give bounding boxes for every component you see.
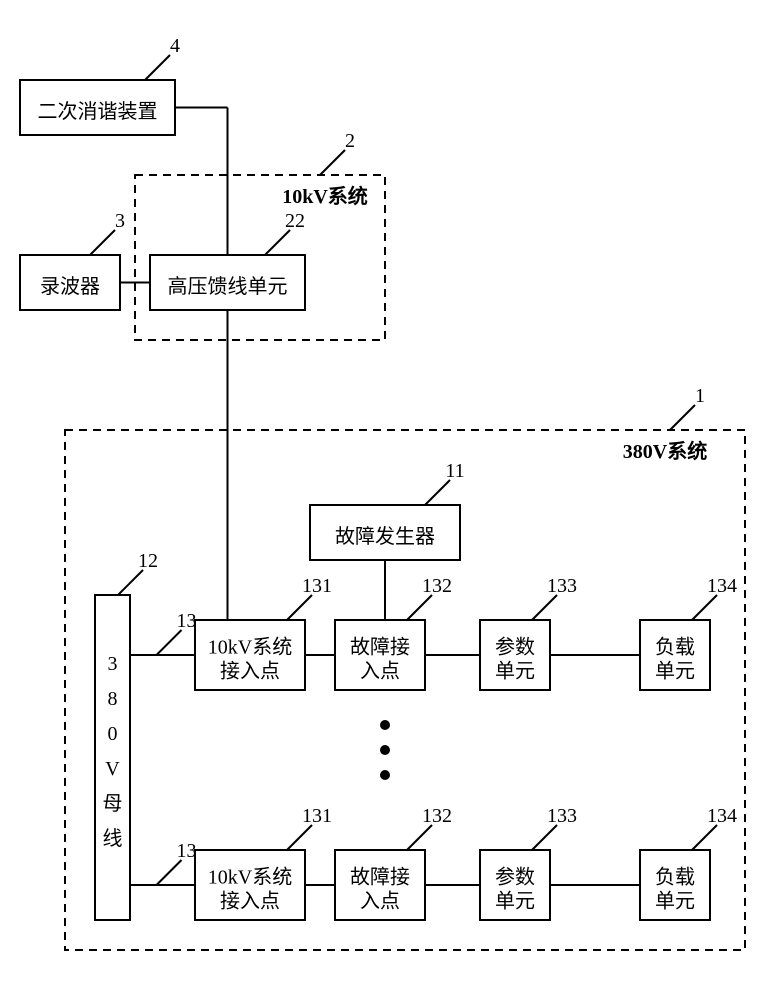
svg-text:3: 3 (115, 210, 125, 232)
svg-text:参数: 参数 (495, 636, 535, 659)
svg-text:12: 12 (138, 550, 158, 572)
svg-text:入点: 入点 (360, 660, 400, 683)
svg-text:1: 1 (695, 385, 705, 407)
svg-text:0: 0 (108, 723, 118, 745)
svg-text:V: V (105, 758, 120, 780)
svg-text:13: 13 (177, 610, 197, 632)
svg-text:132: 132 (422, 575, 452, 597)
svg-text:入点: 入点 (360, 890, 400, 913)
svg-text:3: 3 (108, 653, 118, 675)
svg-text:13: 13 (177, 840, 197, 862)
svg-text:134: 134 (707, 805, 737, 827)
svg-text:10kV系统: 10kV系统 (282, 184, 368, 208)
svg-text:380V系统: 380V系统 (623, 439, 707, 463)
svg-text:11: 11 (445, 460, 464, 482)
svg-text:负载: 负载 (655, 636, 695, 659)
svg-text:录波器: 录波器 (40, 275, 100, 298)
svg-text:母: 母 (103, 793, 123, 815)
svg-text:单元: 单元 (495, 660, 535, 683)
svg-text:10kV系统: 10kV系统 (208, 866, 292, 889)
svg-text:133: 133 (547, 575, 577, 597)
svg-text:负载: 负载 (655, 866, 695, 889)
svg-text:接入点: 接入点 (220, 660, 280, 683)
svg-text:单元: 单元 (655, 890, 695, 913)
svg-text:参数: 参数 (495, 866, 535, 889)
svg-text:高压馈线单元: 高压馈线单元 (168, 275, 288, 298)
svg-text:133: 133 (547, 805, 577, 827)
svg-text:131: 131 (302, 575, 332, 597)
svg-text:8: 8 (108, 688, 118, 710)
svg-text:22: 22 (285, 210, 305, 232)
svg-text:接入点: 接入点 (220, 890, 280, 913)
svg-text:10kV系统: 10kV系统 (208, 636, 292, 659)
svg-text:132: 132 (422, 805, 452, 827)
svg-text:故障接: 故障接 (350, 636, 410, 659)
svg-text:故障发生器: 故障发生器 (335, 525, 435, 548)
svg-text:二次消谐装置: 二次消谐装置 (38, 100, 158, 123)
svg-text:故障接: 故障接 (350, 866, 410, 889)
svg-text:134: 134 (707, 575, 737, 597)
svg-text:131: 131 (302, 805, 332, 827)
svg-text:单元: 单元 (655, 660, 695, 683)
svg-text:单元: 单元 (495, 890, 535, 913)
svg-text:2: 2 (345, 130, 355, 152)
svg-text:4: 4 (170, 35, 180, 57)
svg-text:线: 线 (103, 827, 123, 850)
